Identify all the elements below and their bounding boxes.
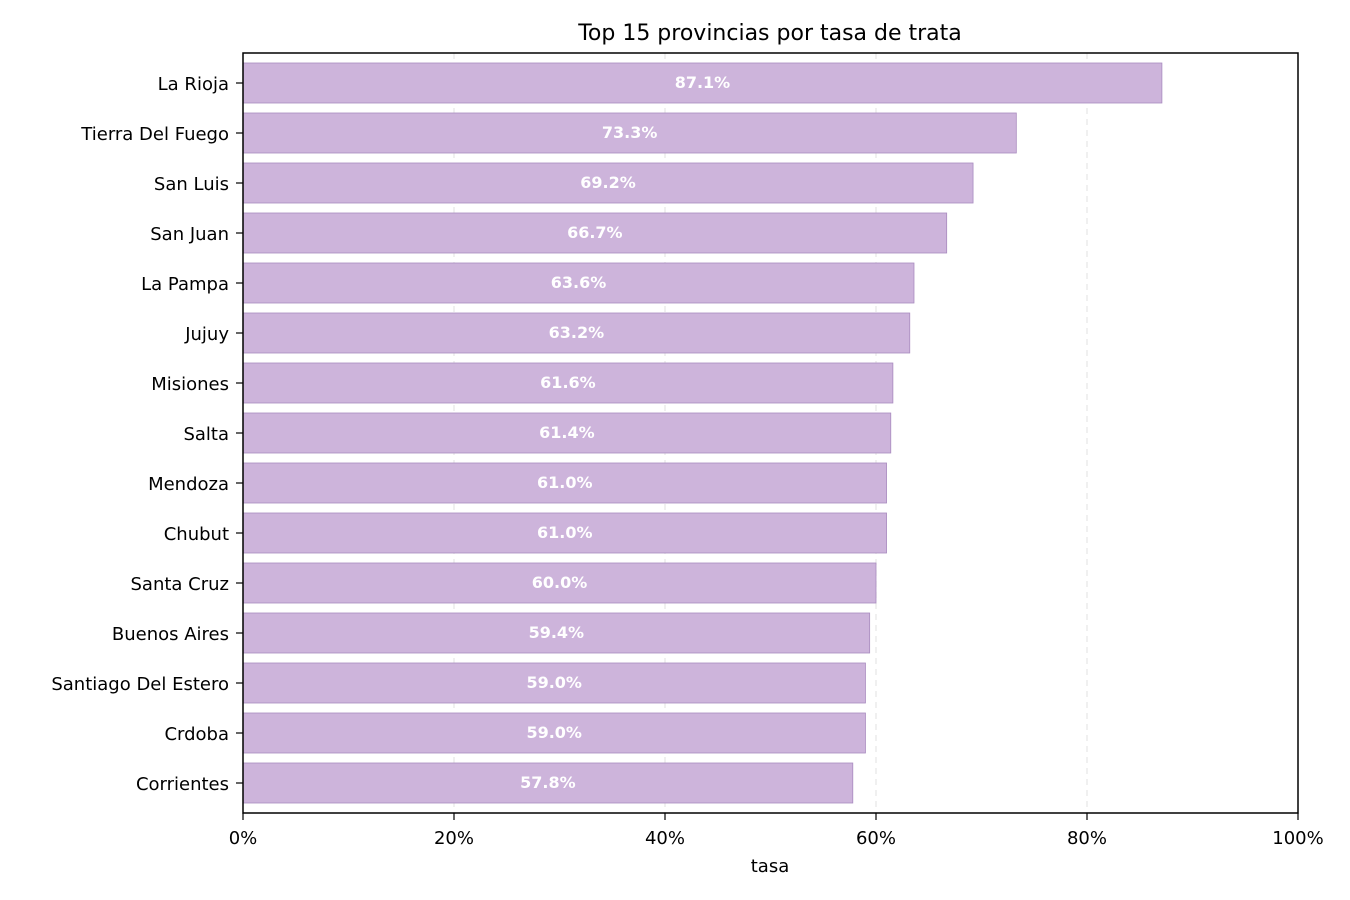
- chart-title: Top 15 provincias por tasa de trata: [577, 21, 962, 46]
- data-label: 59.0%: [526, 673, 582, 692]
- category-label: San Juan: [150, 224, 229, 245]
- data-label: 61.0%: [537, 473, 593, 492]
- bar: [242, 662, 866, 704]
- bars: [242, 62, 1163, 804]
- bar: [242, 762, 854, 804]
- bar: [242, 612, 871, 654]
- x-tick-label: 80%: [1067, 828, 1107, 849]
- category-label: La Rioja: [158, 74, 229, 95]
- data-label: 60.0%: [532, 573, 588, 592]
- bar: [242, 162, 974, 204]
- data-label: 63.6%: [551, 273, 607, 292]
- bar: [242, 562, 877, 604]
- category-label: Corrientes: [136, 774, 229, 795]
- x-tick-label: 100%: [1272, 828, 1323, 849]
- bar: [242, 262, 915, 304]
- category-label: Crdoba: [164, 724, 229, 745]
- bar: [242, 212, 948, 254]
- category-label: Tierra Del Fuego: [80, 124, 229, 145]
- category-label: La Pampa: [141, 274, 229, 295]
- category-label: Santa Cruz: [131, 574, 230, 595]
- category-label: Buenos Aires: [112, 624, 229, 645]
- x-axis-ticks: 0% 20% 40% 60% 80% 100%: [229, 82, 1324, 849]
- x-tick-label: 60%: [856, 828, 896, 849]
- bar: [242, 712, 866, 754]
- x-axis-label: tasa: [751, 856, 790, 877]
- data-label: 87.1%: [675, 73, 731, 92]
- category-label: Mendoza: [148, 474, 229, 495]
- category-label: Chubut: [164, 524, 229, 545]
- category-label: Jujuy: [184, 324, 229, 345]
- x-tick-label: 40%: [645, 828, 685, 849]
- category-label: San Luis: [154, 174, 229, 195]
- data-label: 61.6%: [540, 373, 596, 392]
- data-label: 69.2%: [580, 173, 636, 192]
- x-tick-label: 20%: [434, 828, 474, 849]
- data-label: 73.3%: [602, 123, 658, 142]
- x-tick-label: 0%: [229, 828, 258, 849]
- data-label: 59.0%: [526, 723, 582, 742]
- category-labels: La Rioja Tierra Del Fuego San Luis San Juan…: [51, 74, 229, 795]
- category-label: Santiago Del Estero: [51, 674, 229, 695]
- data-label: 61.0%: [537, 523, 593, 542]
- bar: [242, 412, 892, 454]
- category-label: Salta: [183, 424, 229, 445]
- bar: [242, 312, 911, 354]
- data-label: 59.4%: [529, 623, 585, 642]
- data-label: 57.8%: [520, 773, 576, 792]
- category-label: Misiones: [151, 374, 229, 395]
- data-label: 61.4%: [539, 423, 595, 442]
- data-label: 66.7%: [567, 223, 623, 242]
- value-labels: 87.1% 73.3% 69.2% 66.7% 63.6% 63.2% 61.6% 61.4%…: [520, 73, 730, 792]
- bar: [242, 62, 1163, 104]
- bar: [242, 462, 887, 504]
- data-label: 63.2%: [549, 323, 605, 342]
- bar: [242, 362, 894, 404]
